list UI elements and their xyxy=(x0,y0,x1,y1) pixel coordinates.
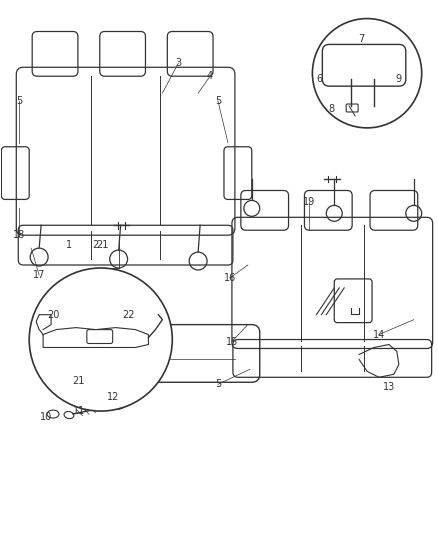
Text: 5: 5 xyxy=(16,96,22,106)
Text: 12: 12 xyxy=(106,392,119,402)
Text: 21: 21 xyxy=(73,376,85,386)
Circle shape xyxy=(312,19,422,128)
Text: 17: 17 xyxy=(33,270,46,280)
Text: 5: 5 xyxy=(215,379,221,389)
Text: 5: 5 xyxy=(215,96,221,106)
Text: 16: 16 xyxy=(224,273,236,283)
Text: 21: 21 xyxy=(96,240,109,250)
Text: 9: 9 xyxy=(396,74,402,84)
Text: 18: 18 xyxy=(13,230,25,240)
Text: 7: 7 xyxy=(358,35,364,44)
Text: 2: 2 xyxy=(93,240,99,250)
Text: 3: 3 xyxy=(175,58,181,68)
Text: 14: 14 xyxy=(373,329,385,340)
Text: 1: 1 xyxy=(66,240,72,250)
Text: 4: 4 xyxy=(207,71,213,81)
Text: 11: 11 xyxy=(73,406,85,416)
Text: 20: 20 xyxy=(47,310,59,320)
Text: 13: 13 xyxy=(383,382,395,392)
Circle shape xyxy=(29,268,172,411)
Text: 8: 8 xyxy=(328,104,334,114)
Text: 22: 22 xyxy=(122,310,135,320)
Text: 10: 10 xyxy=(40,412,52,422)
Text: 6: 6 xyxy=(316,74,322,84)
Text: 15: 15 xyxy=(226,336,238,346)
Text: 19: 19 xyxy=(303,197,315,207)
